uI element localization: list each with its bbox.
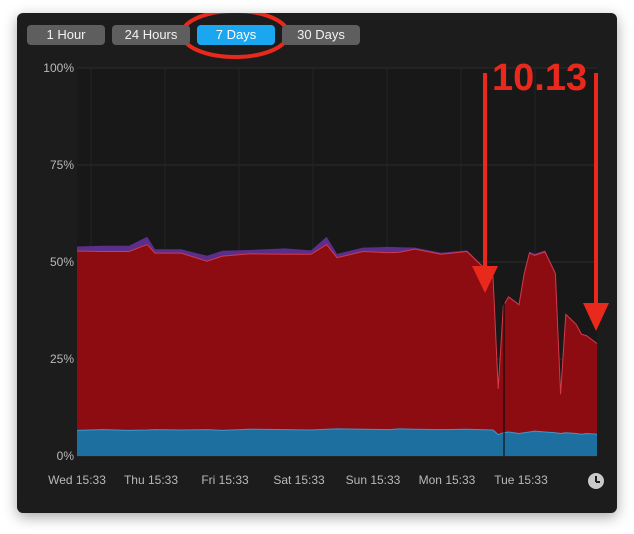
chart: 100% 75% 50% 25% 0% Wed 15:33 Thu 15:33 Fri 15… [43,13,609,487]
y-tick-label: 0% [57,449,75,463]
x-tick-label: Sat 15:33 [273,473,325,487]
y-tick-label: 50% [50,255,74,269]
tab-30-days[interactable]: 30 Days [282,25,360,45]
x-tick-label: Thu 15:33 [124,473,178,487]
arrow-left-head [472,266,498,293]
y-tick-label: 25% [50,352,74,366]
tab-1-hour[interactable]: 1 Hour [27,25,105,45]
series-red-line [76,243,598,395]
x-tick-label: Mon 15:33 [419,473,476,487]
series-blue-line [76,428,598,436]
series-red-area [77,244,597,435]
x-tick-label: Wed 15:33 [48,473,106,487]
x-tick-label: Tue 15:33 [494,473,548,487]
x-axis-ticks: Wed 15:33 Thu 15:33 Fri 15:33 Sat 15:33 Sun … [48,473,548,487]
series-blue-area [77,428,597,456]
arrow-right-head [583,303,609,331]
tab-24-hours[interactable]: 24 Hours [112,25,190,45]
activity-monitor-window: 100% 75% 50% 25% 0% Wed 15:33 Thu 15:33 Fri 15… [17,13,617,513]
chart-areas [76,236,598,456]
x-tick-label: Fri 15:33 [201,473,249,487]
y-tick-label: 75% [50,158,74,172]
y-axis-ticks: 100% 75% 50% 25% 0% [43,61,74,463]
tab-7-days[interactable]: 7 Days [197,25,275,45]
x-tick-label: Sun 15:33 [346,473,401,487]
clock-icon[interactable] [588,473,604,489]
y-tick-label: 100% [43,61,74,75]
callout-label: 10.13 [492,57,587,99]
